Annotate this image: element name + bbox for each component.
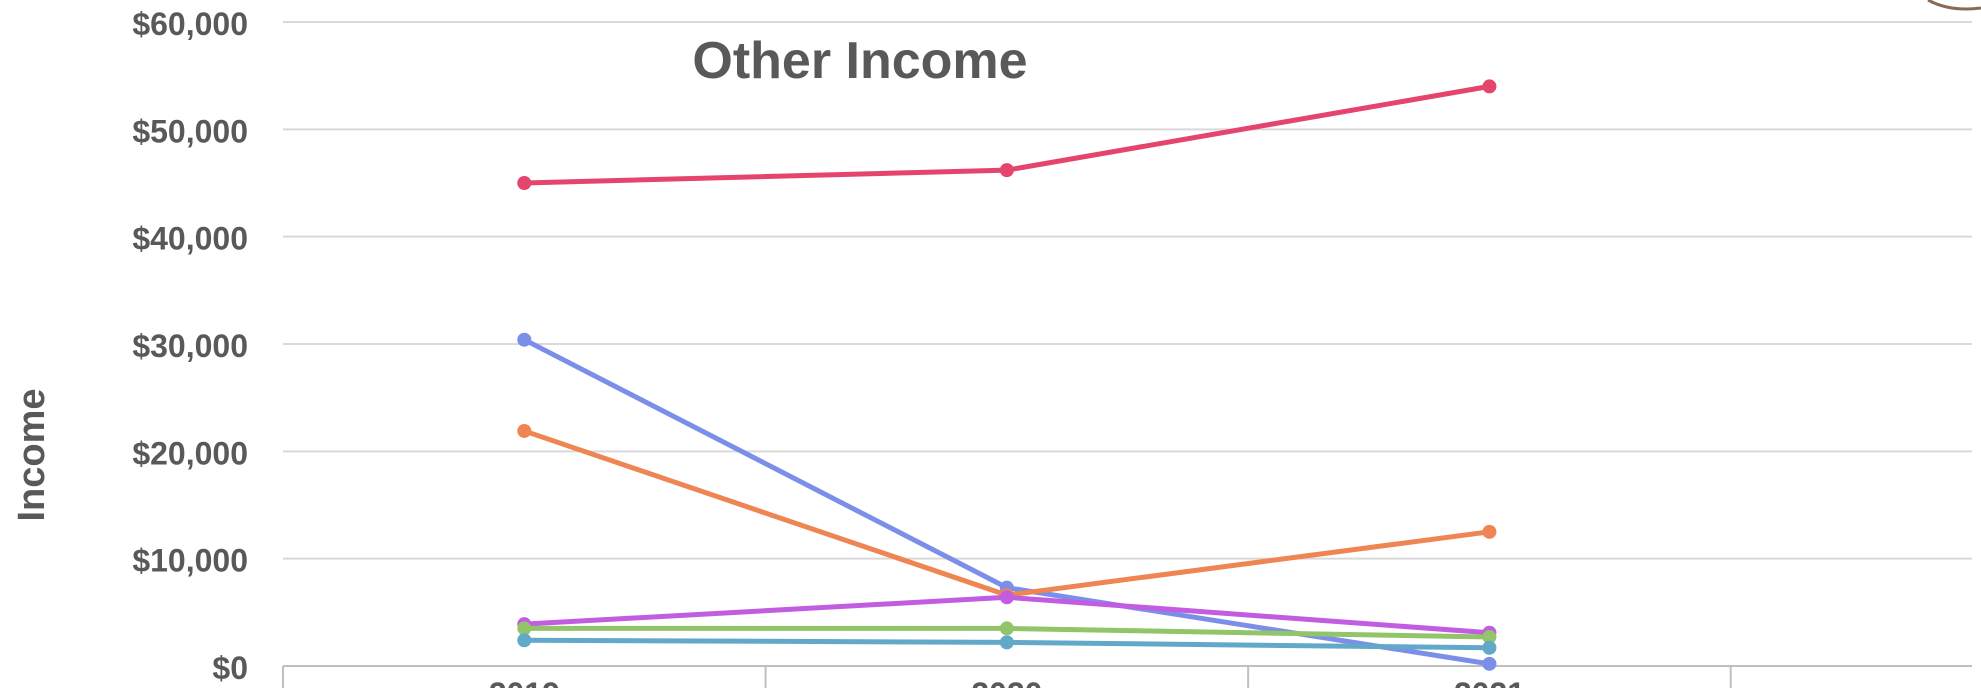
series-5 [517, 621, 1497, 645]
data-point [1482, 630, 1497, 645]
corner-decoration-icon [1927, 0, 1981, 11]
series-6 [517, 633, 1497, 655]
data-point [517, 633, 532, 648]
x-tick-label: 2019 [489, 676, 560, 688]
y-tick-label: $10,000 [132, 543, 248, 579]
data-point [1482, 524, 1497, 539]
data-point [517, 176, 532, 190]
series-line [521, 428, 1492, 598]
data-point [999, 590, 1014, 605]
data-point [517, 621, 532, 636]
gridlines [283, 21, 1972, 560]
y-tick-label: $40,000 [132, 221, 248, 257]
data-point [1482, 79, 1497, 94]
series-2 [517, 332, 1497, 671]
data-point [999, 635, 1014, 650]
x-tick-label: 2020 [971, 676, 1042, 688]
series-1 [517, 79, 1497, 190]
x-tick-label: 2021 [1454, 676, 1525, 688]
axes: $0 $10,000 $20,000 $30,000 $40,000 $50,000 $60… [132, 0, 1981, 688]
series-lines [517, 79, 1497, 671]
y-tick-label: $0 [212, 650, 248, 686]
y-axis-label: Income [11, 388, 53, 521]
y-tick-label: $60,000 [132, 6, 248, 42]
data-point [1482, 640, 1497, 655]
y-tick-label: $30,000 [132, 328, 248, 364]
data-point [1482, 656, 1497, 671]
data-point [517, 332, 532, 347]
data-point [517, 423, 532, 438]
data-point [999, 621, 1014, 636]
chart-title: Other Income [692, 32, 1027, 90]
data-point [999, 163, 1014, 178]
y-tick-label: $50,000 [132, 113, 248, 149]
y-tick-label: $20,000 [132, 435, 248, 471]
